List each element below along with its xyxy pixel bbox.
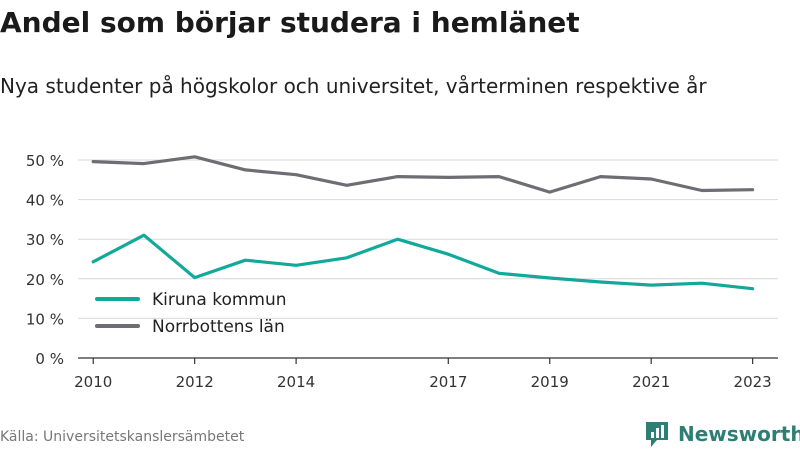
legend-label: Kiruna kommun <box>152 290 287 310</box>
series-line-norrbottens-lan <box>91 155 755 194</box>
x-tick-label: 2014 <box>277 373 315 391</box>
y-tick-label: 30 % <box>26 231 64 249</box>
x-tick-label: 2010 <box>74 373 112 391</box>
legend-label: Norrbottens län <box>152 317 285 337</box>
newsworthy-logo-icon <box>646 422 668 447</box>
y-tick-label: 20 % <box>26 271 64 289</box>
y-tick-label: 10 % <box>26 310 64 328</box>
x-tick-label: 2021 <box>632 373 670 391</box>
y-tick-label: 40 % <box>26 192 64 210</box>
y-tick-label: 50 % <box>26 152 64 170</box>
brand-name: Newsworthy <box>678 422 800 446</box>
source-note: Källa: Universitetskanslersämbetet <box>0 429 245 445</box>
brand-logo: Newsworthy <box>644 420 800 448</box>
chart-title: Andel som börjar studera i hemlänet <box>0 6 580 39</box>
x-tick-label: 2012 <box>176 373 214 391</box>
x-tick-label: 2023 <box>734 373 772 391</box>
x-tick-label: 2019 <box>531 373 569 391</box>
series-line-kiruna-kommun <box>91 233 755 291</box>
y-tick-label: 0 % <box>35 350 64 368</box>
x-tick-label: 2017 <box>429 373 467 391</box>
chart-subtitle: Nya studenter på högskolor och universit… <box>0 74 707 98</box>
